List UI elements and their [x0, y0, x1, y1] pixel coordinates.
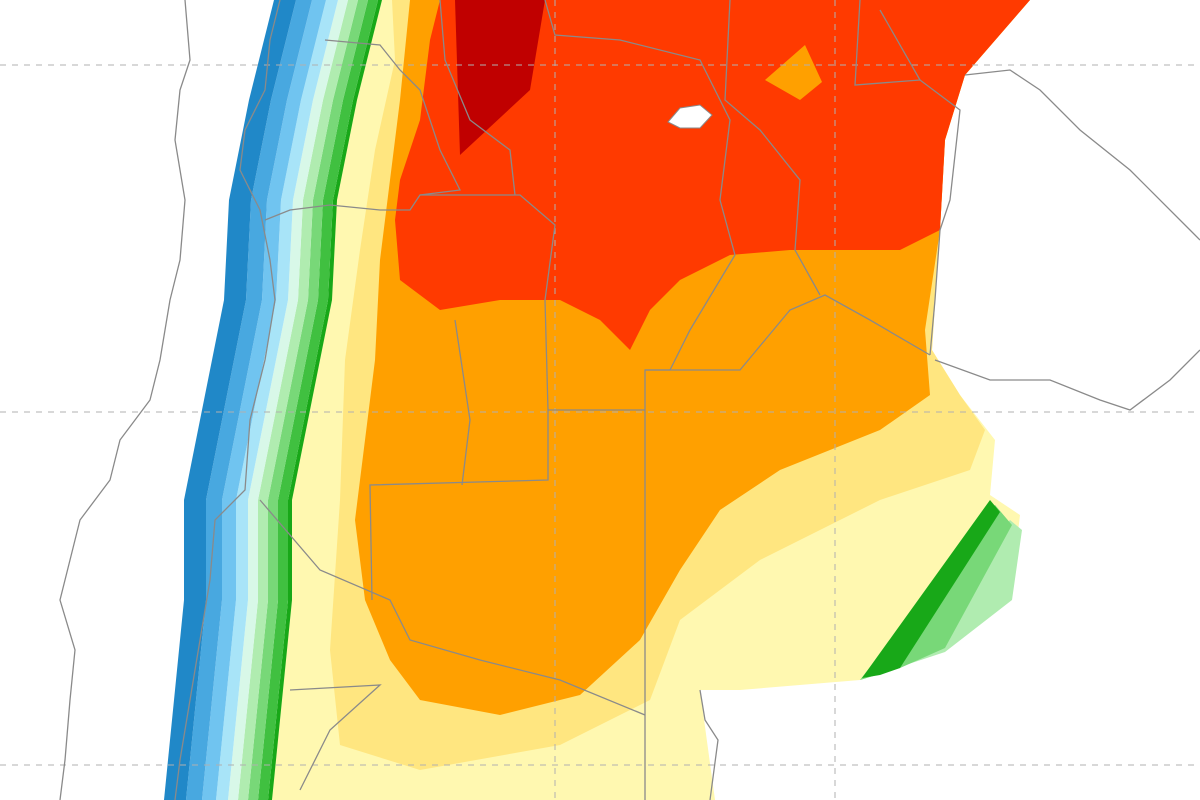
andes-band-2 [248, 0, 368, 800]
andes-band-1 [258, 0, 378, 800]
andes-band-6 [202, 0, 326, 800]
andes-band-7 [186, 0, 312, 800]
andes-band-8 [164, 0, 296, 800]
country-borders [59, 0, 1200, 800]
southeast-coast-bands [860, 500, 1022, 680]
province-borders [259, 0, 961, 800]
field-orange-pocket [765, 45, 822, 100]
no-data-hole [667, 104, 713, 129]
field-dark-red [455, 0, 545, 155]
field-red-orange [395, 0, 1030, 350]
andes-band-3 [238, 0, 358, 800]
andes-band-4 [228, 0, 348, 800]
andes-band-5 [216, 0, 338, 800]
